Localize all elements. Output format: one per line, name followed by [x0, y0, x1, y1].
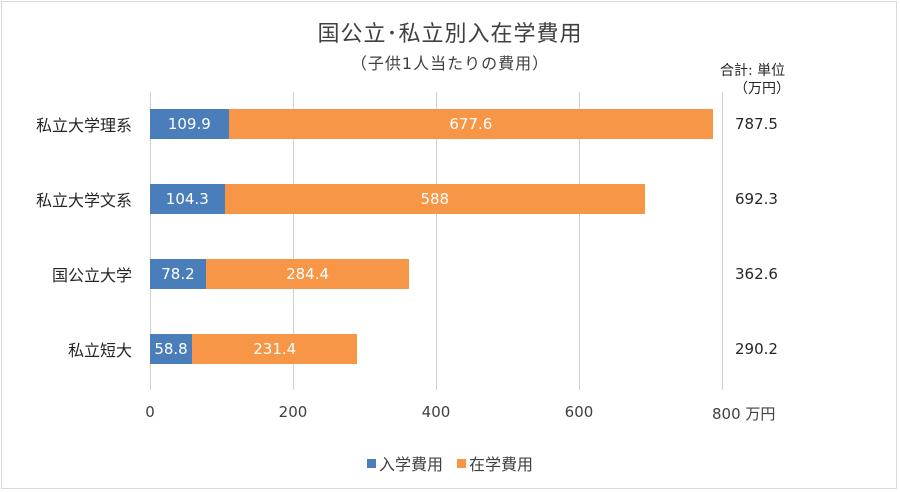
bar-entry: 109.9 [150, 109, 229, 139]
legend-item-entry: 入学費用 [366, 451, 443, 475]
bar-entry: 78.2 [150, 259, 206, 289]
bar-tuition: 677.6 [228, 109, 714, 139]
total-value: 787.5 [735, 115, 778, 133]
bar-tuition: 588 [224, 184, 645, 214]
gridline-800 [722, 92, 723, 390]
total-value: 362.6 [735, 265, 778, 283]
x-tick-200: 200 [278, 403, 308, 421]
x-tick-600: 600 [564, 403, 594, 421]
category-label: 私立短大 [67, 341, 132, 360]
gridline-400 [436, 92, 437, 390]
gridline-200 [293, 92, 294, 390]
category-label: 私立大学文系 [35, 191, 132, 210]
unit-note: 合計: 単位 （万円） [720, 62, 790, 98]
legend-swatch-tuition-icon [457, 458, 466, 468]
total-value: 290.2 [735, 340, 778, 358]
x-tick-400: 400 [421, 403, 451, 421]
bar-entry: 58.8 [150, 334, 193, 364]
legend-swatch-entry-icon [366, 458, 376, 468]
legend: 入学費用 在学費用 [0, 451, 900, 475]
x-tick-0: 0 [145, 403, 155, 421]
bar-tuition: 231.4 [192, 334, 358, 364]
gridline-600 [579, 92, 580, 390]
legend-label-tuition: 在学費用 [469, 455, 534, 474]
legend-item-tuition: 在学費用 [457, 451, 533, 475]
chart-subtitle: （子供1人当たりの費用） [350, 54, 550, 73]
bar-tuition: 284.4 [205, 259, 410, 289]
unit-note-line1: 合計: 単位 [720, 63, 786, 79]
unit-note-line2: （万円） [734, 81, 790, 97]
x-tick-800: 800 万円 [712, 405, 776, 423]
category-label: 国公立大学 [51, 266, 132, 285]
bar-entry: 104.3 [150, 184, 225, 214]
gridline-0 [150, 92, 151, 390]
legend-label-entry: 入学費用 [378, 455, 443, 474]
chart-title: 国公立･私立別入在学費用 [317, 22, 583, 47]
total-value: 692.3 [735, 190, 778, 208]
category-label: 私立大学理系 [35, 116, 132, 135]
